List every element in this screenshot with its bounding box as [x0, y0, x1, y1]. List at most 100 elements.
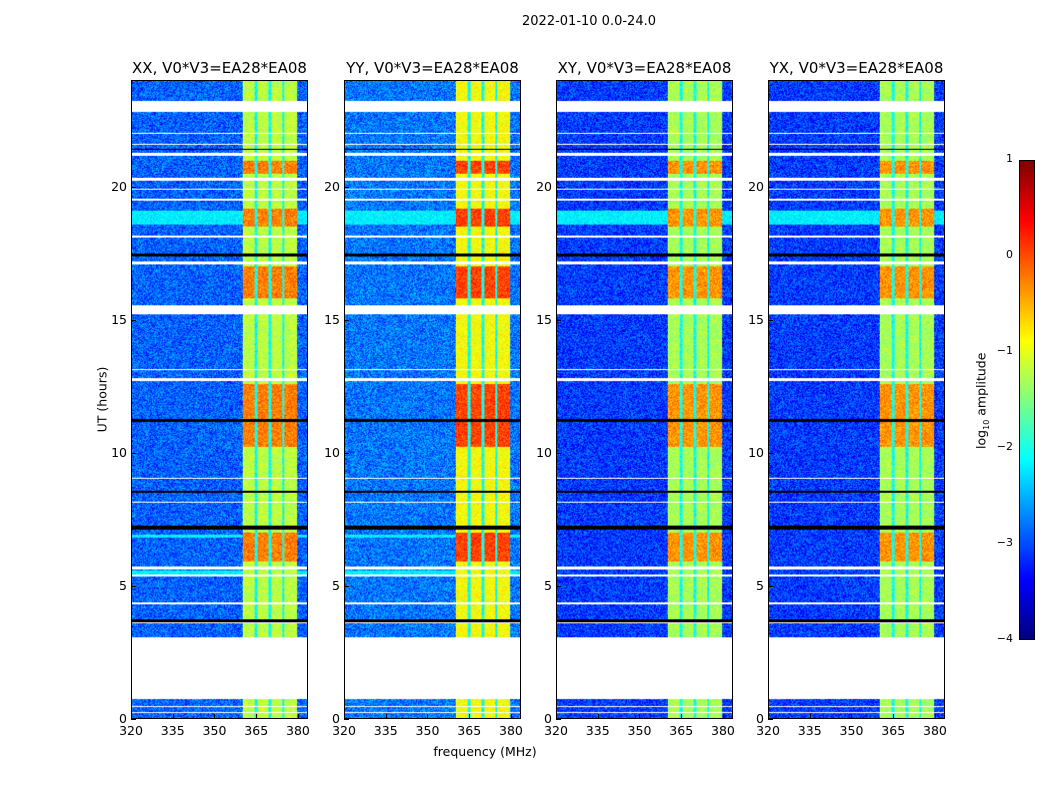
y-tick-mark — [131, 319, 136, 321]
colorbar-label: log10 amplitude — [973, 341, 991, 461]
x-tick-label: 365 — [244, 723, 269, 738]
heatmap-panel-2 — [556, 80, 733, 719]
x-tick-mark — [385, 714, 387, 719]
x-tick-mark — [722, 714, 724, 719]
x-tick-label: 350 — [627, 723, 652, 738]
x-tick-label: 320 — [119, 723, 143, 738]
y-tick-label: 20 — [324, 178, 340, 194]
colorbar — [1019, 160, 1035, 640]
heatmap-image — [345, 81, 520, 718]
x-tick-mark — [344, 714, 345, 719]
x-tick-mark — [934, 714, 936, 719]
heatmap-image — [132, 81, 307, 718]
x-tick-label: 365 — [457, 723, 482, 738]
colorbar-label-main: log — [973, 429, 989, 449]
y-tick-label: 20 — [111, 178, 127, 194]
x-axis-label: frequency (MHz) — [433, 744, 537, 759]
figure-title: 2022-01-10 0.0-24.0 — [522, 14, 656, 29]
y-tick-label: 5 — [332, 577, 340, 593]
x-tick-mark — [172, 714, 174, 719]
colorbar-tick-label: 0 — [1006, 248, 1013, 261]
x-tick-mark — [131, 714, 132, 719]
x-tick-label: 350 — [415, 723, 440, 738]
y-tick-label: 15 — [324, 311, 340, 327]
y-tick-mark — [556, 719, 561, 720]
heatmap-panel-1 — [344, 80, 521, 719]
heatmap-panel-3 — [768, 80, 945, 719]
x-tick-label: 350 — [839, 723, 864, 738]
y-tick-mark — [344, 319, 349, 321]
y-tick-mark — [556, 319, 561, 321]
x-tick-label: 365 — [669, 723, 694, 738]
x-tick-label: 320 — [756, 723, 780, 738]
y-tick-label: 10 — [111, 444, 127, 460]
x-tick-label: 320 — [544, 723, 568, 738]
x-tick-label: 335 — [797, 723, 822, 738]
y-tick-label: 0 — [756, 711, 764, 726]
x-tick-mark — [556, 714, 557, 719]
x-tick-label: 320 — [332, 723, 356, 738]
colorbar-label-rest: amplitude — [973, 352, 989, 420]
y-tick-label: 10 — [324, 444, 340, 460]
colorbar-tick-label: −2 — [996, 440, 1013, 453]
x-tick-mark — [681, 714, 683, 719]
y-tick-label: 20 — [536, 178, 552, 194]
panel-title: YX, V0*V3=EA28*EA08 — [769, 59, 944, 77]
y-tick-label: 20 — [748, 178, 764, 194]
x-tick-label: 365 — [881, 723, 906, 738]
y-tick-mark — [768, 585, 773, 587]
x-tick-label: 380 — [923, 723, 947, 738]
x-tick-mark — [893, 714, 895, 719]
y-tick-mark — [131, 719, 136, 720]
x-tick-mark — [297, 714, 299, 719]
y-tick-label: 15 — [111, 311, 127, 327]
panel-title: XY, V0*V3=EA28*EA08 — [557, 59, 732, 77]
x-tick-mark — [256, 714, 258, 719]
x-tick-mark — [427, 714, 429, 719]
y-tick-mark — [556, 186, 561, 188]
y-axis-label: UT (hours) — [94, 366, 110, 433]
x-tick-mark — [597, 714, 599, 719]
y-tick-mark — [131, 186, 136, 188]
colorbar-label-sub: 10 — [981, 419, 991, 430]
y-tick-label: 0 — [119, 711, 127, 726]
x-tick-mark — [469, 714, 471, 719]
y-tick-mark — [344, 585, 349, 587]
x-tick-mark — [768, 714, 769, 719]
y-tick-label: 10 — [748, 444, 764, 460]
y-tick-label: 5 — [756, 577, 764, 593]
x-tick-mark — [851, 714, 853, 719]
y-tick-mark — [768, 319, 773, 321]
y-tick-label: 0 — [544, 711, 552, 726]
y-tick-mark — [344, 452, 349, 454]
x-tick-mark — [510, 714, 512, 719]
x-tick-label: 380 — [286, 723, 310, 738]
y-tick-label: 15 — [748, 311, 764, 327]
panel-title: XX, V0*V3=EA28*EA08 — [132, 59, 307, 77]
x-tick-mark — [214, 714, 216, 719]
y-tick-mark — [131, 585, 136, 587]
y-tick-mark — [344, 186, 349, 188]
x-tick-label: 350 — [202, 723, 227, 738]
y-tick-mark — [556, 585, 561, 587]
colorbar-tick-label: 1 — [1006, 152, 1013, 165]
x-tick-label: 380 — [499, 723, 523, 738]
y-tick-mark — [768, 452, 773, 454]
panel-title: YY, V0*V3=EA28*EA08 — [346, 59, 519, 77]
y-tick-mark — [768, 186, 773, 188]
y-tick-mark — [344, 719, 349, 720]
x-tick-label: 335 — [160, 723, 185, 738]
y-tick-label: 0 — [332, 711, 340, 726]
x-tick-label: 380 — [711, 723, 735, 738]
heatmap-panel-0 — [131, 80, 308, 719]
heatmap-image — [557, 81, 732, 718]
x-tick-mark — [809, 714, 811, 719]
y-tick-label: 5 — [544, 577, 552, 593]
y-tick-label: 5 — [119, 577, 127, 593]
x-tick-label: 335 — [373, 723, 398, 738]
colorbar-tick-label: −4 — [996, 632, 1013, 645]
heatmap-image — [769, 81, 944, 718]
y-tick-label: 10 — [536, 444, 552, 460]
y-tick-mark — [556, 452, 561, 454]
